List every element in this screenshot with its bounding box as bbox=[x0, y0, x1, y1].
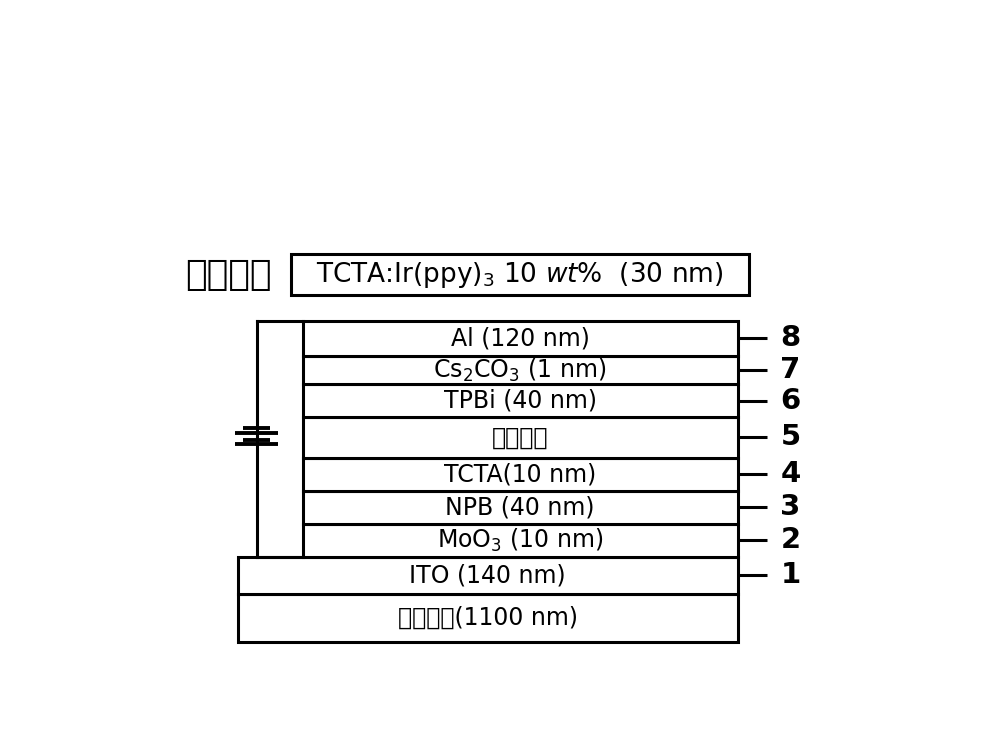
Text: TCTA(10 nm): TCTA(10 nm) bbox=[444, 462, 596, 486]
Text: NPB (40 nm): NPB (40 nm) bbox=[445, 495, 595, 520]
Text: Al (120 nm): Al (120 nm) bbox=[451, 326, 589, 350]
Text: TPBi (40 nm): TPBi (40 nm) bbox=[443, 388, 597, 413]
Text: 2: 2 bbox=[780, 526, 801, 554]
Bar bbox=[302, 458, 738, 491]
Text: TCTA:Ir(ppy)$_3$ 10 $\mathit{wt}$%  (30 nm): TCTA:Ir(ppy)$_3$ 10 $\mathit{wt}$% (30 n… bbox=[316, 259, 724, 290]
Bar bbox=[302, 524, 738, 556]
Bar bbox=[302, 384, 738, 417]
Text: 发光单元: 发光单元 bbox=[492, 425, 549, 450]
Text: 发光单元: 发光单元 bbox=[185, 257, 272, 292]
Bar bbox=[237, 593, 738, 642]
Bar bbox=[237, 556, 738, 593]
Text: 3: 3 bbox=[780, 493, 801, 521]
Text: MoO$_3$ (10 nm): MoO$_3$ (10 nm) bbox=[437, 526, 603, 553]
Text: 8: 8 bbox=[780, 324, 801, 352]
Bar bbox=[302, 417, 738, 458]
Text: 7: 7 bbox=[780, 356, 801, 384]
Text: 1: 1 bbox=[780, 561, 801, 589]
Text: 玻璃衬底(1100 nm): 玻璃衬底(1100 nm) bbox=[398, 606, 577, 629]
Bar bbox=[302, 321, 738, 356]
Bar bbox=[302, 356, 738, 384]
Text: 4: 4 bbox=[780, 461, 801, 489]
Text: ITO (140 nm): ITO (140 nm) bbox=[410, 563, 566, 587]
Bar bbox=[302, 491, 738, 524]
Text: Cs$_2$CO$_3$ (1 nm): Cs$_2$CO$_3$ (1 nm) bbox=[433, 356, 607, 383]
Bar bbox=[292, 254, 750, 295]
Text: 5: 5 bbox=[780, 424, 801, 452]
Text: 6: 6 bbox=[780, 387, 801, 414]
